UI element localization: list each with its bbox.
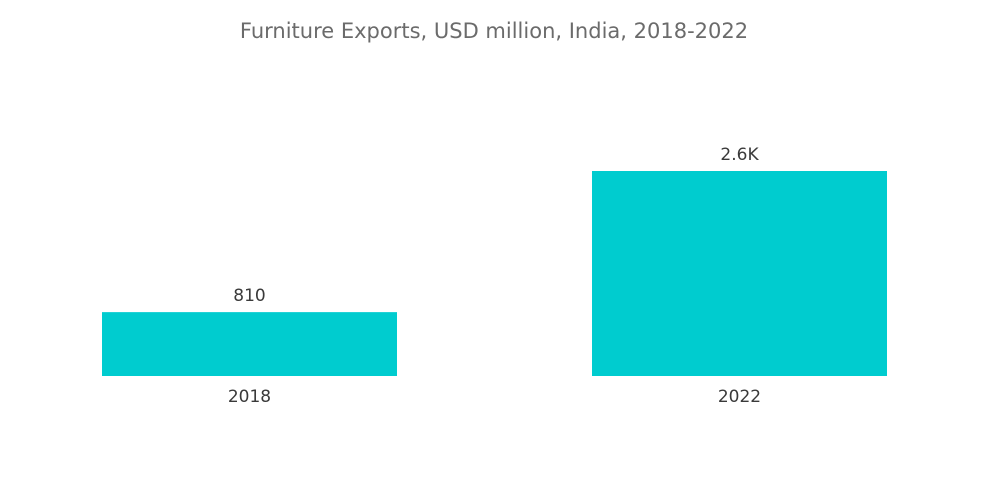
bar-2018 [102, 312, 397, 376]
data-label-2022: 2.6K [720, 145, 759, 165]
chart-title: Furniture Exports, USD million, India, 2… [240, 19, 748, 43]
x-tick-label-2022: 2022 [718, 387, 761, 407]
bar-2022 [592, 171, 887, 376]
bars-layer: 810 2018 2.6K 2022 [102, 145, 887, 407]
x-tick-label-2018: 2018 [228, 387, 271, 407]
data-label-2018: 810 [233, 286, 265, 306]
